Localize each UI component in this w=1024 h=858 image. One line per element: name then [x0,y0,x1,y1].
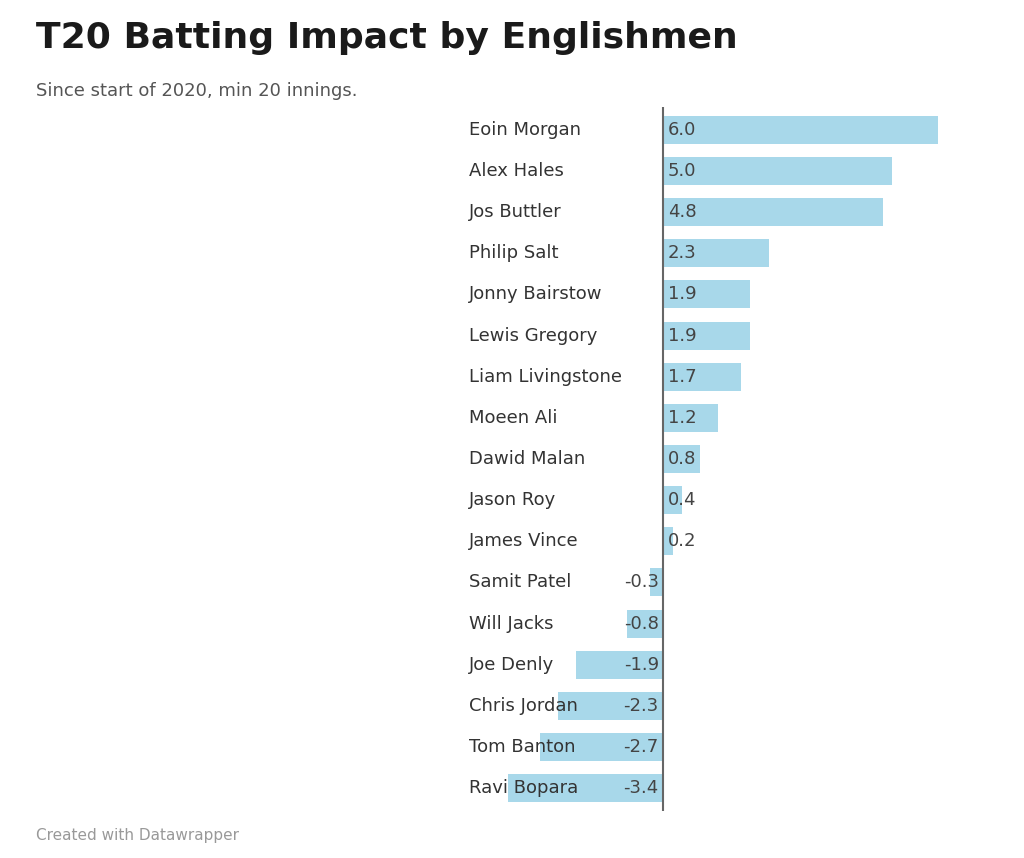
Text: Jos Buttler: Jos Buttler [469,203,561,221]
Text: 1.9: 1.9 [668,286,696,304]
Bar [558,692,664,720]
Text: Alex Hales: Alex Hales [469,162,563,180]
Text: 4.8: 4.8 [668,203,696,221]
Bar [664,198,884,227]
Text: Jason Roy: Jason Roy [469,491,556,509]
Bar [649,569,664,596]
Text: 0.2: 0.2 [668,532,696,550]
Text: Lewis Gregory: Lewis Gregory [469,327,597,345]
Text: -2.7: -2.7 [624,738,658,756]
Text: Moeen Ali: Moeen Ali [469,409,557,427]
Text: Joe Denly: Joe Denly [469,656,554,674]
Text: -0.8: -0.8 [624,614,658,632]
Bar [664,404,719,432]
Text: -3.4: -3.4 [624,779,658,797]
Text: Ravi Bopara: Ravi Bopara [469,779,578,797]
Text: Since start of 2020, min 20 innings.: Since start of 2020, min 20 innings. [36,82,357,100]
Bar [664,363,741,390]
Bar [664,445,700,473]
Text: Dawid Malan: Dawid Malan [469,450,585,468]
Bar [627,610,664,637]
Text: T20 Batting Impact by Englishmen: T20 Batting Impact by Englishmen [36,21,737,56]
Text: 0.4: 0.4 [668,491,696,509]
Text: Created with Datawrapper: Created with Datawrapper [36,828,239,843]
Text: Tom Banton: Tom Banton [469,738,575,756]
Text: 5.0: 5.0 [668,162,696,180]
Text: 2.3: 2.3 [668,245,696,263]
Text: 1.9: 1.9 [668,327,696,345]
Text: 1.7: 1.7 [668,368,696,386]
Text: Philip Salt: Philip Salt [469,245,558,263]
Bar [664,116,938,144]
Bar [664,322,751,349]
Text: James Vince: James Vince [469,532,579,550]
Bar [664,281,751,308]
Text: Eoin Morgan: Eoin Morgan [469,121,581,139]
Bar [664,528,673,555]
Bar [664,157,893,185]
Text: -1.9: -1.9 [624,656,658,674]
Text: Jonny Bairstow: Jonny Bairstow [469,286,602,304]
Text: -2.3: -2.3 [624,697,658,715]
Bar [664,239,769,268]
Bar [577,650,664,679]
Text: Liam Livingstone: Liam Livingstone [469,368,622,386]
Bar [540,733,664,761]
Text: Samit Patel: Samit Patel [469,573,571,591]
Text: 6.0: 6.0 [668,121,696,139]
Bar [508,774,664,802]
Text: -0.3: -0.3 [624,573,658,591]
Text: Will Jacks: Will Jacks [469,614,553,632]
Text: 1.2: 1.2 [668,409,696,427]
Text: Chris Jordan: Chris Jordan [469,697,578,715]
Bar [664,486,682,514]
Text: 0.8: 0.8 [668,450,696,468]
